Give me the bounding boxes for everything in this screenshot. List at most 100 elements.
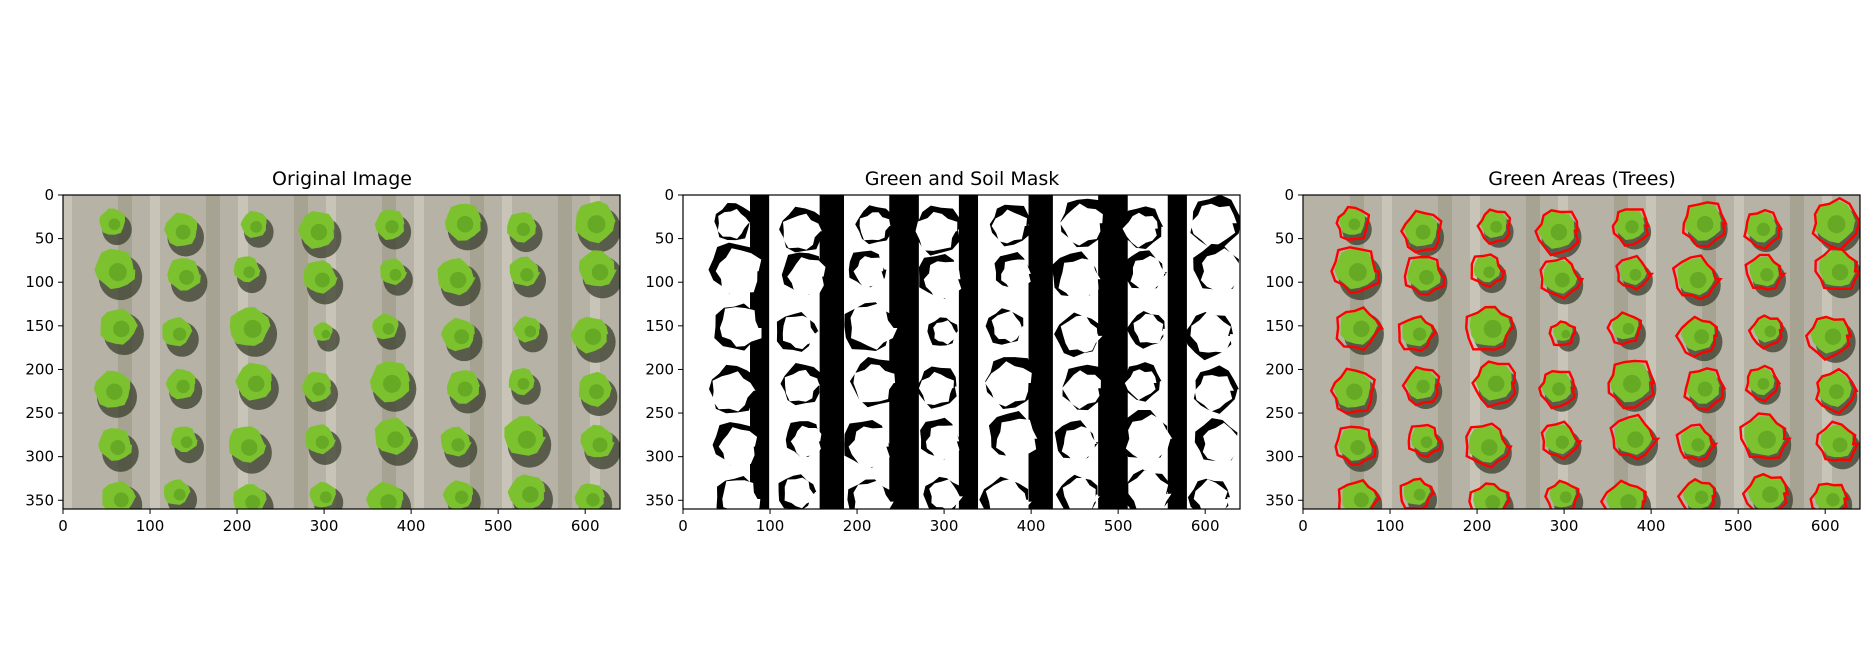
tree-texture — [1620, 494, 1637, 509]
panel-title: Green and Soil Mask — [865, 168, 1060, 190]
mask-blob — [719, 307, 762, 347]
tree-contour — [1335, 306, 1385, 352]
y-tick-label: 150 — [1265, 317, 1294, 335]
x-tick-label: 400 — [1017, 517, 1046, 535]
y-tick-label: 200 — [25, 360, 54, 378]
y-tick-label: 100 — [645, 273, 674, 291]
tree-texture — [454, 490, 469, 504]
y-tick-label: 350 — [645, 491, 674, 509]
panel-green-soil-mask: Green and Soil Mask 0 100 200 300 400 500 600 … — [645, 168, 1241, 535]
mask-blob — [787, 257, 826, 298]
tree-texture — [389, 268, 402, 281]
mask-blob — [782, 315, 818, 350]
tree-contour — [1548, 320, 1577, 347]
tree-texture — [524, 325, 537, 338]
tree-texture — [1415, 224, 1431, 240]
tree-texture — [314, 272, 330, 288]
mask-blob — [933, 320, 959, 345]
tree-texture — [1559, 491, 1572, 504]
tree-texture — [108, 263, 127, 282]
x-tick-label: 400 — [1637, 517, 1666, 535]
mask-blob — [784, 369, 820, 402]
y-tick-label: 300 — [1265, 448, 1294, 466]
x-tick-label: 300 — [930, 517, 959, 535]
mask-blob — [1125, 414, 1173, 465]
y-tick-label: 50 — [655, 230, 674, 248]
x-tick-label: 600 — [1191, 517, 1220, 535]
tree-contour — [1540, 420, 1583, 461]
mask-region — [819, 195, 845, 509]
mask-blob — [722, 480, 761, 509]
x-tick-label: 300 — [1550, 517, 1579, 535]
tree-texture — [1691, 438, 1705, 452]
tree-texture — [516, 222, 531, 237]
x-tick-label: 400 — [397, 517, 426, 535]
tree-contour — [1397, 315, 1438, 353]
tree-texture — [520, 268, 534, 282]
mask-region — [889, 195, 919, 509]
mask-blob — [1194, 375, 1234, 412]
axes-frame — [682, 194, 1241, 510]
y-tick-label: 0 — [44, 186, 54, 204]
tree-texture — [108, 218, 121, 231]
mask-blob — [853, 256, 884, 289]
tree-contour — [1607, 359, 1656, 410]
tree-texture — [321, 329, 331, 339]
tree-contour — [1334, 425, 1377, 466]
mask-blob — [1060, 315, 1103, 353]
y-tick-label: 200 — [645, 360, 674, 378]
y-tick-label: 350 — [1265, 491, 1294, 509]
mask-blob — [1200, 248, 1240, 296]
x-tick-label: 500 — [484, 517, 513, 535]
mask-blob — [925, 425, 960, 461]
mask-region — [1167, 195, 1187, 509]
tree-texture — [310, 223, 328, 241]
mask-blob — [715, 248, 762, 295]
tree-texture — [250, 220, 263, 233]
tree-contour — [1671, 254, 1723, 301]
mask-blob — [1062, 370, 1101, 409]
tree-texture — [382, 323, 395, 335]
tree-contour — [1814, 246, 1860, 291]
tree-contour — [1329, 367, 1376, 415]
tree-contour — [1534, 209, 1580, 257]
y-axis: 0 50 100 150 200 250 300 350 — [645, 186, 683, 509]
tree-texture — [1760, 268, 1774, 282]
tree-contour — [1539, 256, 1585, 300]
tree-texture — [457, 381, 473, 397]
tree-contour — [1599, 479, 1647, 509]
mask-blob — [859, 212, 891, 241]
tree-texture — [1627, 431, 1644, 448]
mask-blob — [991, 310, 1026, 343]
tree-texture — [382, 374, 401, 393]
mask-blob — [1124, 369, 1157, 401]
y-tick-label: 250 — [25, 404, 54, 422]
tree-texture — [1757, 430, 1776, 449]
tree-texture — [1625, 220, 1639, 234]
tree-contour — [1399, 477, 1436, 509]
tree-contour — [1468, 482, 1511, 509]
tree-texture — [1419, 269, 1435, 285]
tree-texture — [1348, 263, 1367, 282]
tree-texture — [454, 329, 470, 345]
tree-texture — [522, 486, 539, 503]
tree-contour — [1337, 478, 1382, 509]
tree-contour — [1609, 413, 1661, 461]
mask-area — [683, 195, 1240, 509]
tree-texture — [517, 377, 530, 390]
mask-blob — [1193, 479, 1230, 509]
tree-texture — [247, 375, 265, 393]
tree-texture — [1490, 220, 1503, 233]
x-tick-label: 100 — [136, 517, 165, 535]
tree-texture — [1420, 436, 1433, 449]
tree-contour — [1809, 482, 1850, 509]
mask-blob — [853, 364, 896, 403]
tree-texture — [1483, 319, 1502, 338]
tree-texture — [1350, 440, 1366, 455]
mask-blob — [1190, 203, 1237, 249]
tree-texture — [1832, 437, 1848, 453]
y-tick-label: 0 — [664, 186, 674, 204]
y-tick-label: 100 — [1265, 273, 1294, 291]
mask-region — [958, 195, 979, 509]
panel-title: Original Image — [272, 168, 412, 190]
